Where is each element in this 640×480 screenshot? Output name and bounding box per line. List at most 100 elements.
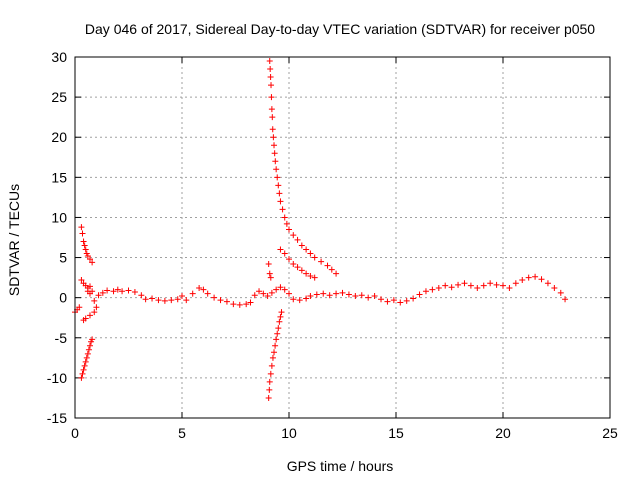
data-point-baseline bbox=[390, 297, 397, 304]
data-point-baseline bbox=[99, 289, 106, 296]
data-point-spike-lower bbox=[267, 370, 274, 377]
data-point-baseline bbox=[339, 289, 346, 296]
data-point-spike-upper bbox=[298, 242, 305, 249]
data-point-spike-upper bbox=[270, 134, 277, 141]
data-point-lower-branch bbox=[84, 350, 91, 357]
data-point-baseline bbox=[200, 286, 207, 293]
data-point-baseline bbox=[179, 293, 185, 300]
data-point-spike-upper bbox=[318, 258, 325, 265]
data-point-spike-upper bbox=[311, 274, 318, 281]
data-point-baseline bbox=[223, 298, 230, 305]
data-point-spike-lower bbox=[278, 309, 285, 316]
data-point-baseline bbox=[487, 280, 494, 287]
data-point-baseline bbox=[365, 294, 372, 301]
data-point-baseline bbox=[467, 282, 474, 289]
y-tick-label: -10 bbox=[47, 370, 67, 386]
data-point-spike-upper bbox=[273, 166, 280, 173]
data-point-baseline bbox=[303, 295, 310, 302]
data-point-spike-lower bbox=[269, 354, 276, 361]
data-point-spike-upper bbox=[271, 142, 278, 149]
x-tick-label: 25 bbox=[602, 425, 618, 441]
y-tick-label: 5 bbox=[59, 250, 67, 266]
data-point-baseline bbox=[551, 285, 558, 292]
x-tick-label: 5 bbox=[178, 425, 186, 441]
data-point-spike-lower bbox=[276, 318, 283, 325]
data-point-baseline bbox=[333, 290, 340, 297]
data-point-baseline bbox=[277, 284, 284, 291]
data-point-baseline bbox=[168, 297, 175, 304]
data-point-baseline bbox=[251, 292, 258, 299]
data-point-baseline bbox=[119, 288, 126, 295]
chart-title: Day 046 of 2017, Sidereal Day-to-day VTE… bbox=[85, 21, 595, 37]
data-point-spike-lower bbox=[265, 394, 272, 401]
data-point-baseline bbox=[500, 282, 506, 289]
data-point-spike-upper bbox=[275, 182, 282, 189]
data-point-baseline bbox=[211, 294, 218, 301]
data-point-baseline bbox=[189, 290, 196, 297]
data-point-upper-branch bbox=[79, 230, 86, 237]
data-point-baseline bbox=[519, 277, 526, 284]
data-point-spike-upper bbox=[307, 250, 314, 257]
data-point-spike-upper bbox=[277, 246, 284, 253]
data-point-baseline bbox=[174, 296, 181, 303]
data-point-spike-upper bbox=[267, 66, 274, 73]
data-point-baseline bbox=[76, 304, 83, 311]
data-point-spike-upper bbox=[333, 270, 340, 277]
data-point-lower-branch bbox=[81, 362, 88, 369]
data-point-spike-lower bbox=[267, 274, 274, 281]
data-point-spike-upper bbox=[281, 250, 288, 257]
data-point-upper-branch bbox=[86, 256, 93, 263]
data-point-baseline bbox=[281, 286, 288, 293]
data-point-spike-upper bbox=[274, 174, 281, 181]
data-point-baseline bbox=[230, 301, 237, 308]
data-point-baseline bbox=[562, 296, 569, 303]
data-point-baseline bbox=[525, 274, 532, 281]
data-points bbox=[72, 58, 569, 401]
y-tick-label: 30 bbox=[51, 49, 67, 65]
data-point-lower-branch bbox=[80, 366, 87, 373]
data-point-baseline bbox=[422, 288, 429, 295]
data-point-baseline bbox=[480, 282, 487, 289]
data-point-baseline bbox=[384, 298, 391, 305]
data-point-baseline bbox=[82, 315, 89, 322]
plot-frame bbox=[74, 56, 611, 419]
data-point-baseline bbox=[91, 297, 98, 304]
data-point-baseline bbox=[131, 289, 138, 296]
data-point-baseline bbox=[86, 312, 93, 319]
data-point-spike-lower bbox=[274, 330, 281, 337]
y-tick-label: -15 bbox=[47, 410, 67, 426]
data-point-upper-branch bbox=[78, 224, 85, 231]
data-point-baseline bbox=[429, 286, 436, 293]
data-point-spike-lower bbox=[273, 336, 280, 343]
data-point-baseline bbox=[358, 292, 365, 299]
data-point-baseline bbox=[474, 285, 481, 292]
y-tick-label: 10 bbox=[51, 209, 67, 225]
data-point-baseline bbox=[155, 297, 162, 304]
data-point-spike-upper bbox=[272, 158, 279, 165]
data-point-spike-upper bbox=[286, 256, 292, 263]
y-tick-label: -5 bbox=[55, 330, 68, 346]
data-point-spike-upper bbox=[269, 126, 276, 133]
data-point-baseline bbox=[320, 290, 327, 297]
data-point-baseline bbox=[493, 281, 500, 288]
data-point-baseline bbox=[506, 285, 513, 292]
data-point-spike-lower bbox=[277, 313, 284, 320]
data-point-upper-branch bbox=[80, 238, 87, 245]
data-point-spike-upper bbox=[267, 74, 274, 81]
data-point-spike-upper bbox=[298, 267, 305, 274]
data-point-spike-upper bbox=[266, 58, 273, 65]
x-tick-label: 0 bbox=[71, 425, 79, 441]
data-point-baseline bbox=[268, 289, 275, 296]
data-point-baseline bbox=[538, 276, 545, 283]
data-point-baseline bbox=[110, 288, 117, 295]
data-point-baseline bbox=[352, 293, 359, 300]
data-point-baseline bbox=[307, 293, 314, 300]
data-point-upper-branch bbox=[84, 252, 91, 259]
data-point-baseline bbox=[286, 290, 292, 297]
data-point-upper-branch bbox=[81, 242, 88, 249]
data-point-baseline bbox=[93, 304, 100, 311]
data-point-spike-upper bbox=[294, 264, 301, 271]
data-point-baseline bbox=[290, 296, 297, 303]
data-point-baseline bbox=[371, 293, 378, 300]
data-point-spike-lower bbox=[266, 386, 273, 393]
